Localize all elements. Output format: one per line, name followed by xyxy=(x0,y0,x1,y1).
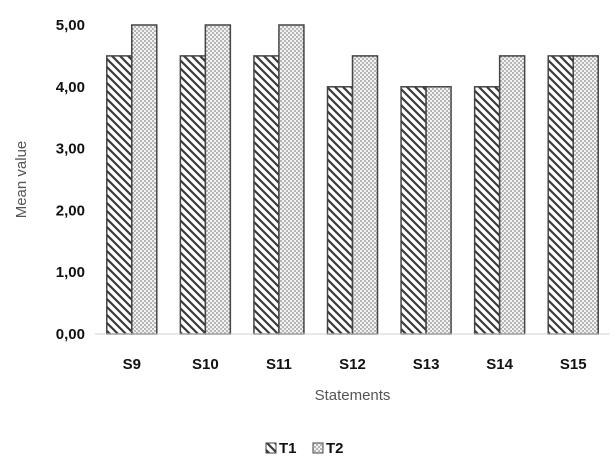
bar-t1-s13 xyxy=(400,86,427,335)
x-tick-label: S10 xyxy=(192,356,219,373)
y-tick-label: 1,00 xyxy=(56,264,85,281)
y-tick-label: 2,00 xyxy=(56,202,85,219)
bar-t1-s14 xyxy=(473,86,501,335)
x-tick-label: S13 xyxy=(413,356,440,373)
x-tick-label: S15 xyxy=(560,356,587,373)
legend-label-t2: T2 xyxy=(326,440,344,456)
y-axis-title: Mean value xyxy=(13,141,30,219)
y-tick-label: 3,00 xyxy=(56,141,85,158)
y-tick-label: 0,00 xyxy=(56,326,85,343)
x-axis-ticks: S9 S10 S11 S12 S13 S14 S15 xyxy=(123,356,587,373)
x-axis-title: Statements xyxy=(315,387,391,404)
x-tick-label: S12 xyxy=(339,356,366,373)
x-tick-label: S14 xyxy=(486,356,513,373)
legend-label-t1: T1 xyxy=(279,440,297,456)
x-tick-label: S9 xyxy=(123,356,141,373)
bar-t2-s11 xyxy=(278,24,305,335)
y-tick-label: 4,00 xyxy=(56,79,85,96)
bar-t2-s13 xyxy=(425,86,452,335)
bar-t2-s14 xyxy=(498,55,526,335)
bar-t2-s9 xyxy=(131,24,158,335)
bar-t1-s10 xyxy=(179,55,207,335)
bar-t1-s12 xyxy=(326,86,354,335)
x-tick-label: S11 xyxy=(266,356,292,373)
legend: T1 T2 xyxy=(265,440,344,456)
bar-t1-s9 xyxy=(106,55,133,335)
bar-t2-s12 xyxy=(351,55,379,335)
y-tick-label: 5,00 xyxy=(56,17,85,34)
bar-t1-s11 xyxy=(253,55,280,335)
y-axis-ticks: 0,00 1,00 2,00 3,00 4,00 5,00 xyxy=(56,17,85,343)
legend-swatch-t2 xyxy=(312,442,324,454)
legend-swatch-t1 xyxy=(265,442,277,454)
bar-t1-s15 xyxy=(547,55,574,335)
bar-t2-s10 xyxy=(204,24,232,335)
bar-t2-s15 xyxy=(572,55,599,335)
bars xyxy=(106,24,599,335)
